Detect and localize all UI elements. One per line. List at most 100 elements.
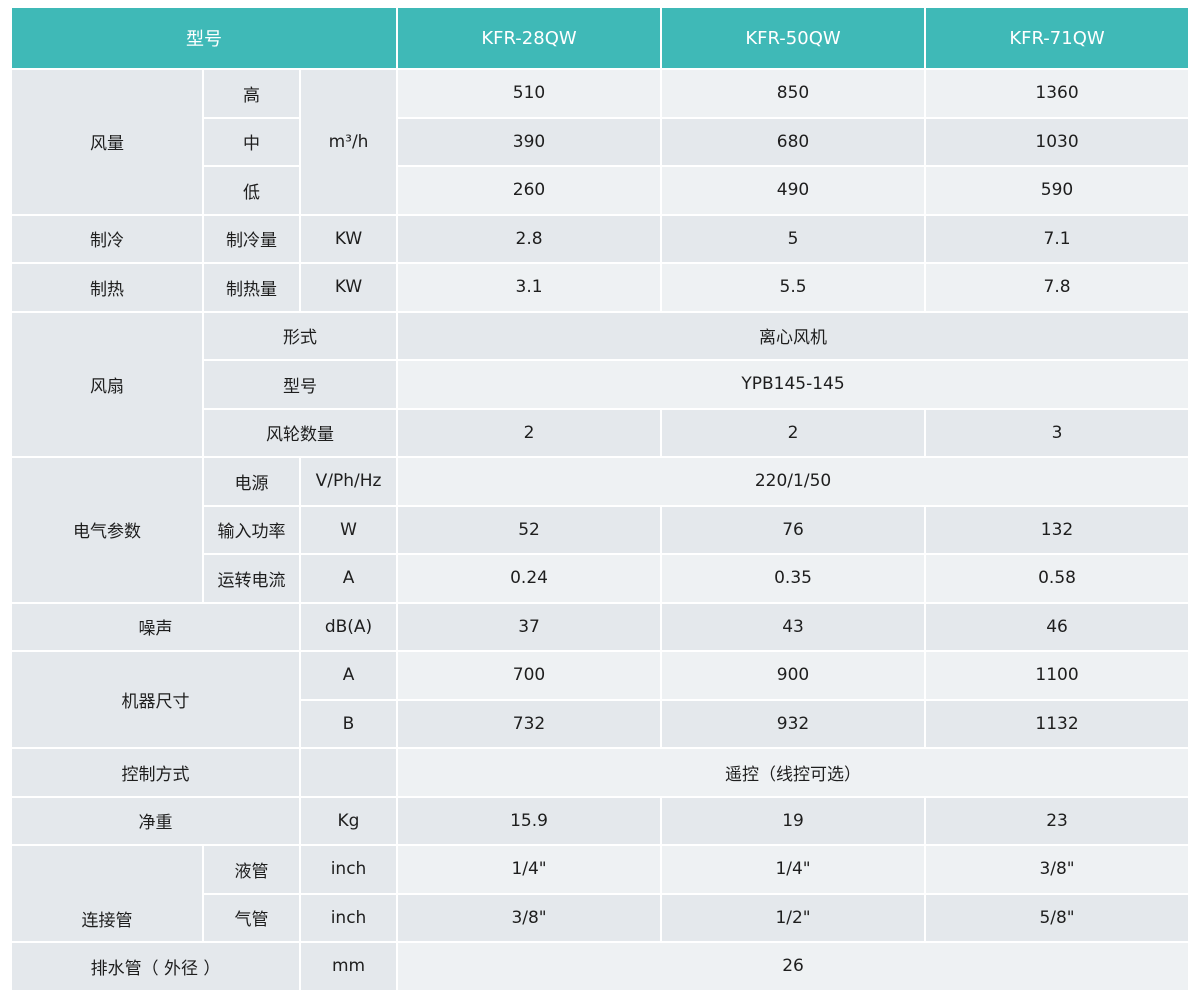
- table-row: 噪声 dB(A) 37 43 46: [12, 603, 1189, 650]
- row-label: 风轮数量: [204, 409, 397, 456]
- cell: 遥控（线控可选）: [398, 749, 1189, 796]
- row-label: 运转电流: [204, 555, 299, 602]
- unit: inch: [301, 894, 397, 941]
- cell: 46: [926, 603, 1189, 650]
- cell: 52: [398, 506, 661, 553]
- cell: 5.5: [662, 264, 925, 311]
- table-row: 风扇 形式 离心风机: [12, 312, 1189, 456]
- table-row: 中 390 680 1030: [12, 118, 1189, 165]
- cell: 390: [398, 118, 661, 165]
- cell: 5/8": [926, 894, 1189, 941]
- cell: 15.9: [398, 797, 661, 844]
- cell: 3: [926, 409, 1189, 456]
- cell: 26: [398, 943, 1189, 990]
- row-group-label: 噪声: [12, 603, 299, 650]
- cell: 680: [662, 118, 925, 165]
- table-row: 风轮数量 2 2 3: [12, 409, 1189, 456]
- cell: 700: [398, 652, 661, 699]
- cell: 3/8": [398, 894, 661, 941]
- cell: 932: [662, 700, 925, 747]
- unit: B: [301, 700, 397, 747]
- cell: 900: [662, 652, 925, 699]
- cell: YPB145-145: [398, 361, 1189, 408]
- table-row: 输入功率 W 52 76 132: [12, 506, 1189, 553]
- header-model: KFR-71QW: [926, 8, 1189, 68]
- row-group-label: 制热: [12, 264, 202, 311]
- table-row: 电气参数 电源 V/Ph/Hz 220/1/50: [12, 458, 1189, 602]
- cell: 2.8: [398, 215, 661, 262]
- cell: 0.24: [398, 555, 661, 602]
- header-row: 型号 KFR-28QW KFR-50QW KFR-71QW: [12, 8, 1189, 68]
- row-label: 电源: [204, 458, 299, 505]
- unit: [301, 749, 397, 796]
- cell: 1100: [926, 652, 1189, 699]
- unit: Kg: [301, 797, 397, 844]
- unit: A: [301, 652, 397, 699]
- row-group-label: 风量: [12, 70, 202, 214]
- cell: 1/4": [662, 846, 925, 893]
- cell: 3/8": [926, 846, 1189, 893]
- cell: 0.35: [662, 555, 925, 602]
- table-row: 净重 Kg 15.9 19 23: [12, 797, 1189, 844]
- unit: m³/h: [301, 70, 397, 214]
- cell: 590: [926, 167, 1189, 214]
- table-row: 排水管（ 外径 ） mm 26: [12, 943, 1189, 990]
- cell: 37: [398, 603, 661, 650]
- row-group-label: 机器尺寸: [12, 652, 299, 747]
- cell: 0.58: [926, 555, 1189, 602]
- unit: A: [301, 555, 397, 602]
- row-label: 液管: [204, 846, 299, 893]
- cell: 7.8: [926, 264, 1189, 311]
- cell: 19: [662, 797, 925, 844]
- unit: W: [301, 506, 397, 553]
- table-row: B 732 932 1132: [12, 700, 1189, 747]
- cell: 1132: [926, 700, 1189, 747]
- cell: 3.1: [398, 264, 661, 311]
- cell: 5: [662, 215, 925, 262]
- table-row: 控制方式 遥控（线控可选）: [12, 749, 1189, 796]
- cell: 43: [662, 603, 925, 650]
- cell: 1/2": [662, 894, 925, 941]
- unit: KW: [301, 264, 397, 311]
- row-group-label: 连接管: [12, 846, 202, 941]
- row-group-label: 电气参数: [12, 458, 202, 602]
- row-label: 高: [204, 70, 299, 117]
- table-row: 机器尺寸 A 700 900 1100: [12, 652, 1189, 747]
- unit: inch: [301, 846, 397, 893]
- cell: 510: [398, 70, 661, 117]
- row-label: 中: [204, 118, 299, 165]
- row-label: 制冷量: [204, 215, 299, 262]
- unit: V/Ph/Hz: [301, 458, 397, 505]
- cell: 2: [398, 409, 661, 456]
- header-model: KFR-50QW: [662, 8, 925, 68]
- cell: 7.1: [926, 215, 1189, 262]
- spec-table: 型号 KFR-28QW KFR-50QW KFR-71QW 风量 高 m³/h …: [10, 6, 1190, 992]
- cell: 132: [926, 506, 1189, 553]
- row-label: 形式: [204, 312, 397, 359]
- row-label: 制热量: [204, 264, 299, 311]
- cell: 850: [662, 70, 925, 117]
- cell: 490: [662, 167, 925, 214]
- table-row: 低 260 490 590: [12, 167, 1189, 214]
- cell: 732: [398, 700, 661, 747]
- unit: dB(A): [301, 603, 397, 650]
- table-row: 风量 高 m³/h 510 850 1360: [12, 70, 1189, 214]
- unit: mm: [301, 943, 397, 990]
- row-label: 低: [204, 167, 299, 214]
- header-model-label: 型号: [12, 8, 397, 68]
- row-label: 气管: [204, 894, 299, 941]
- cell: 220/1/50: [398, 458, 1189, 505]
- table-row: 连接管 液管 inch 1/4" 1/4" 3/8": [12, 846, 1189, 941]
- header-model: KFR-28QW: [398, 8, 661, 68]
- row-group-label: 制冷: [12, 215, 202, 262]
- row-label: 输入功率: [204, 506, 299, 553]
- cell: 离心风机: [398, 312, 1189, 359]
- table-row: 型号 YPB145-145: [12, 361, 1189, 408]
- row-label: 型号: [204, 361, 397, 408]
- row-group-label: 排水管（ 外径 ）: [12, 943, 299, 990]
- cell: 2: [662, 409, 925, 456]
- row-group-label: 净重: [12, 797, 299, 844]
- table-row: 制冷 制冷量 KW 2.8 5 7.1: [12, 215, 1189, 262]
- unit: KW: [301, 215, 397, 262]
- cell: 76: [662, 506, 925, 553]
